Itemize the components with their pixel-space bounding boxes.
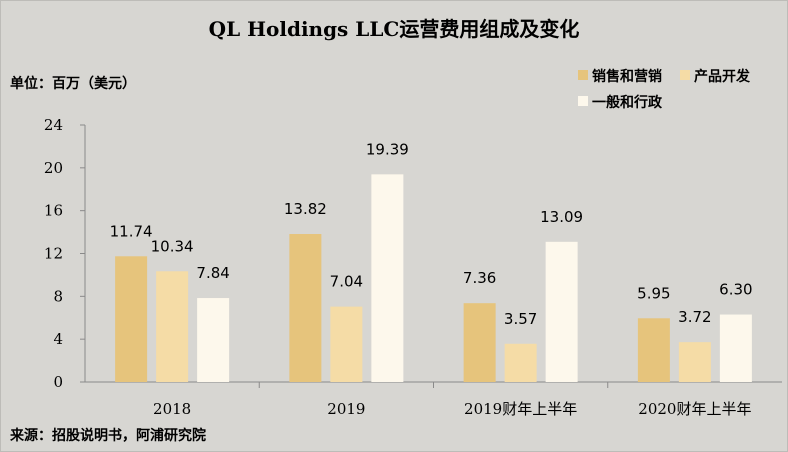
x-category-label: 2019 [327, 400, 365, 418]
bar [637, 318, 670, 382]
y-tick-label: 16 [44, 202, 63, 220]
legend-label: 产品开发 [694, 68, 751, 85]
bar [504, 343, 537, 382]
data-label: 5.95 [637, 284, 670, 302]
bar [289, 234, 322, 382]
data-label: 7.36 [463, 269, 496, 287]
legend-label: 销售和营销 [592, 68, 662, 85]
data-label: 19.39 [366, 140, 409, 158]
bar [678, 342, 711, 382]
y-tick-label: 8 [53, 287, 63, 305]
y-tick-label: 20 [44, 159, 63, 177]
bar [197, 298, 230, 382]
legend-swatch [680, 70, 690, 80]
x-category-label: 2020财年上半年 [638, 400, 751, 418]
data-label: 13.82 [284, 200, 327, 218]
data-label: 7.04 [330, 273, 363, 291]
data-label: 3.57 [504, 310, 537, 328]
data-label: 10.34 [151, 237, 194, 255]
data-label: 11.74 [110, 222, 153, 240]
data-label: 7.84 [196, 264, 229, 282]
data-label: 6.30 [719, 281, 752, 299]
x-category-label: 2019财年上半年 [464, 400, 577, 418]
bar [545, 241, 578, 382]
y-tick-label: 0 [53, 373, 63, 391]
bar [371, 174, 404, 382]
unit-label: 单位：百万（美元） [10, 75, 136, 92]
bar [115, 256, 148, 382]
data-label: 3.72 [678, 308, 711, 326]
chart-title: QL Holdings LLC运营费用组成及变化 [209, 17, 580, 41]
bar [330, 306, 363, 382]
chart-axes: 0 4 8 12 16 20 24 2018 2019 2019财年上半年 2020财年上半年 [44, 116, 782, 418]
bar [463, 303, 496, 382]
x-category-label: 2018 [153, 400, 191, 418]
y-tick-label: 12 [44, 245, 63, 263]
source-note: 来源：招股说明书，阿浦研究院 [9, 427, 206, 444]
legend-swatch [578, 96, 588, 106]
bars [115, 174, 752, 382]
y-tick-label: 4 [53, 330, 63, 348]
bar [719, 314, 752, 382]
data-label: 13.09 [540, 208, 583, 226]
bar [156, 271, 189, 382]
y-tick-label: 24 [44, 116, 63, 134]
value-labels: 11.74 13.82 7.36 5.95 10.34 7.04 3.57 3.72 7.84 1… [110, 140, 753, 327]
legend-label: 一般和行政 [592, 94, 663, 111]
legend-swatch [578, 70, 588, 80]
